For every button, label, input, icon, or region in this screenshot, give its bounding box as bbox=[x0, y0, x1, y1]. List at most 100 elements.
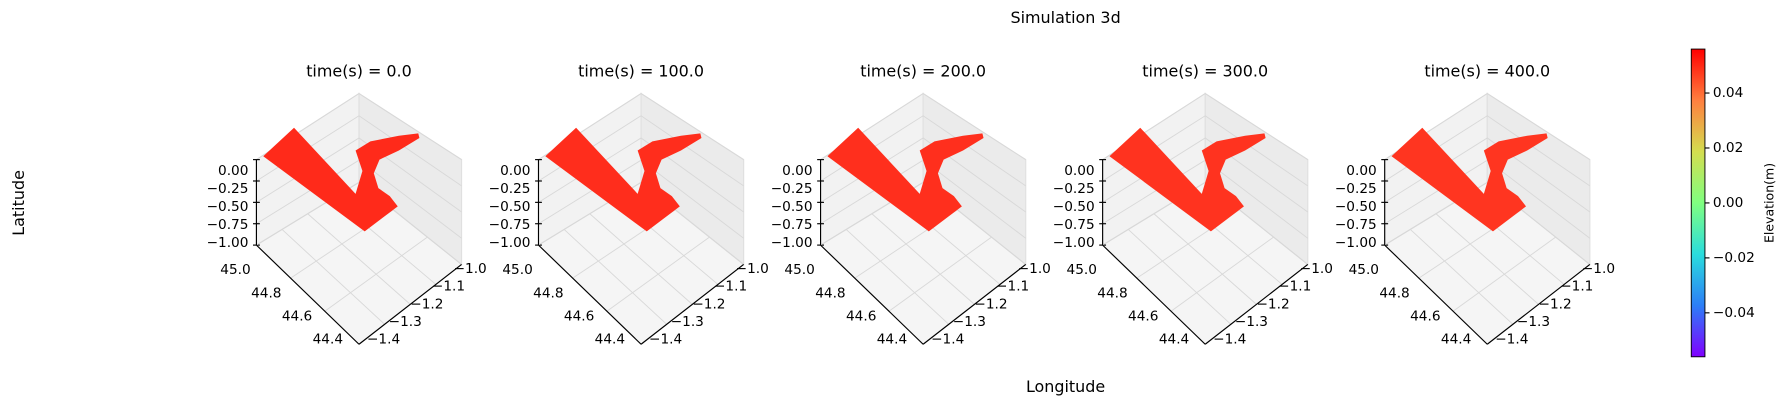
y-tick-label: 44.8 bbox=[1097, 285, 1127, 301]
grid-line bbox=[256, 137, 462, 213]
z-tick-label: −1.00 bbox=[207, 235, 249, 251]
x-tick-label: −1.1 bbox=[714, 279, 747, 295]
colorbar-tick-label: −0.04 bbox=[1713, 305, 1755, 321]
y-tick-label: 44.6 bbox=[846, 309, 876, 325]
axis-line bbox=[538, 244, 642, 345]
surface bbox=[1391, 127, 1548, 232]
subplot-title: time(s) = 300.0 bbox=[1142, 61, 1268, 80]
y-tick-label: 45.0 bbox=[1067, 262, 1097, 278]
x-tick-label: −1.2 bbox=[410, 296, 443, 312]
z-tick-label: −0.50 bbox=[489, 199, 531, 215]
x-tick-label: −1.2 bbox=[692, 296, 725, 312]
x-tick-label: −1.1 bbox=[432, 279, 465, 295]
x-tick-label: −1.2 bbox=[974, 296, 1007, 312]
z-tick-label: 0.00 bbox=[218, 163, 248, 179]
axis-line bbox=[640, 264, 744, 345]
axis-line bbox=[256, 244, 360, 345]
subplot: time(s) = 100.0 0.00 −0.25 −0.50 −0.75 −1.00 4… bbox=[489, 61, 769, 347]
surface bbox=[1109, 127, 1266, 232]
x-tick-label: −1.2 bbox=[1256, 296, 1289, 312]
z-tick-label: −0.75 bbox=[771, 217, 813, 233]
x-tick-label: −1.4 bbox=[931, 332, 964, 348]
z-tick-label: −1.00 bbox=[489, 235, 531, 251]
x-tick-label: −1.4 bbox=[1213, 332, 1246, 348]
axis-line bbox=[1204, 264, 1309, 345]
y-tick-label: 44.8 bbox=[1379, 285, 1409, 301]
y-tick-label: 45.0 bbox=[502, 262, 532, 278]
z-tick-label: 0.00 bbox=[1064, 163, 1094, 179]
subplot: time(s) = 200.0 0.00 −0.25 −0.50 −0.75 −1.00 4… bbox=[771, 61, 1051, 347]
grid-line bbox=[1435, 213, 1539, 305]
y-tick-label: 44.4 bbox=[877, 332, 907, 348]
colorbar-tick-label: −0.02 bbox=[1713, 250, 1755, 266]
z-tick-label: −0.25 bbox=[207, 181, 249, 197]
grid-line bbox=[563, 229, 668, 325]
chart-title: Simulation 3d bbox=[1010, 8, 1120, 27]
y-tick-label: 45.0 bbox=[784, 262, 814, 278]
y-tick-label: 44.4 bbox=[1159, 332, 1189, 348]
x-tick-label: −1.3 bbox=[1517, 314, 1550, 330]
x-tick-label: −1.3 bbox=[671, 314, 704, 330]
subplot: time(s) = 300.0 0.00 −0.25 −0.50 −0.75 −1.00 4… bbox=[1053, 61, 1333, 347]
grid-line bbox=[1127, 229, 1232, 325]
x-tick-label: −1.1 bbox=[1560, 279, 1593, 295]
surface bbox=[545, 127, 702, 232]
grid-line bbox=[1384, 137, 1591, 213]
z-tick-label: −0.25 bbox=[1053, 181, 1095, 197]
surface bbox=[827, 127, 984, 232]
y-tick-label: 44.8 bbox=[815, 285, 845, 301]
z-tick-label: −0.75 bbox=[207, 217, 249, 233]
axis-line bbox=[1102, 244, 1206, 345]
x-tick-label: −1.2 bbox=[1539, 296, 1572, 312]
z-tick-label: −1.00 bbox=[1053, 235, 1095, 251]
z-tick-label: −0.50 bbox=[1053, 199, 1095, 215]
grid-line bbox=[589, 213, 693, 305]
y-tick-label: 45.0 bbox=[1349, 262, 1379, 278]
x-tick-label: −1.0 bbox=[1018, 261, 1051, 277]
grid-line bbox=[1102, 137, 1309, 213]
x-tick-label: −1.1 bbox=[1278, 279, 1311, 295]
x-tick-label: −1.0 bbox=[736, 261, 769, 277]
z-tick-label: −0.75 bbox=[1335, 217, 1377, 233]
x-tick-label: −1.0 bbox=[1300, 261, 1333, 277]
x-tick-label: −1.0 bbox=[1582, 261, 1615, 277]
y-tick-label: 45.0 bbox=[220, 262, 250, 278]
colorbar-tick-label: 0.04 bbox=[1713, 85, 1743, 101]
y-tick-label: 44.4 bbox=[313, 332, 343, 348]
x-axis-label: Longitude bbox=[1026, 377, 1105, 396]
x-tick-label: −1.3 bbox=[1235, 314, 1268, 330]
subplot-title: time(s) = 0.0 bbox=[306, 61, 412, 80]
z-tick-label: −0.25 bbox=[771, 181, 813, 197]
z-tick-label: −1.00 bbox=[771, 235, 813, 251]
y-tick-label: 44.8 bbox=[251, 285, 281, 301]
z-tick-label: −0.50 bbox=[1335, 199, 1377, 215]
axis-line bbox=[1384, 244, 1488, 345]
y-tick-label: 44.4 bbox=[595, 332, 625, 348]
subplot-title: time(s) = 200.0 bbox=[860, 61, 986, 80]
grid-line bbox=[1153, 213, 1257, 305]
grid-line bbox=[1410, 229, 1514, 325]
x-tick-label: −1.4 bbox=[1495, 332, 1528, 348]
z-tick-label: −0.25 bbox=[489, 181, 531, 197]
x-tick-label: −1.4 bbox=[367, 332, 400, 348]
axis-line bbox=[922, 264, 1027, 345]
y-tick-label: 44.6 bbox=[564, 309, 594, 325]
axis-line bbox=[1486, 264, 1591, 345]
grid-line bbox=[538, 137, 744, 213]
colorbar-tick-label: 0.00 bbox=[1713, 195, 1743, 211]
z-tick-label: −0.50 bbox=[207, 199, 249, 215]
subplot-title: time(s) = 100.0 bbox=[578, 61, 704, 80]
subplot-title: time(s) = 400.0 bbox=[1424, 61, 1550, 80]
grid-line bbox=[307, 213, 411, 305]
x-tick-label: −1.3 bbox=[389, 314, 422, 330]
x-tick-label: −1.0 bbox=[454, 261, 487, 277]
colorbar bbox=[1690, 48, 1706, 358]
grid-line bbox=[281, 229, 385, 325]
y-tick-label: 44.8 bbox=[533, 285, 563, 301]
surface bbox=[263, 127, 420, 232]
z-tick-label: −0.50 bbox=[771, 199, 813, 215]
grid-line bbox=[845, 229, 950, 325]
x-tick-label: −1.3 bbox=[953, 314, 986, 330]
colorbar-label: Elevation(m) bbox=[1761, 163, 1776, 243]
